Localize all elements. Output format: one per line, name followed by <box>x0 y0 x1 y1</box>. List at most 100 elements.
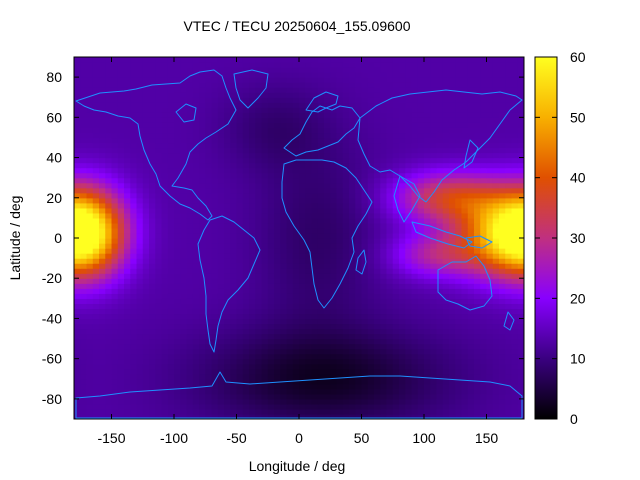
heatmap-cell <box>374 202 381 209</box>
heatmap-cell <box>299 162 306 169</box>
heatmap-cell <box>499 283 506 289</box>
heatmap-cell <box>130 107 138 113</box>
heatmap-cell <box>386 227 394 234</box>
heatmap-cell <box>280 348 288 355</box>
heatmap-cell <box>174 232 181 239</box>
heatmap-cell <box>261 328 269 335</box>
heatmap-cell <box>99 102 106 108</box>
heatmap-cell <box>499 97 506 103</box>
heatmap-cell <box>517 157 524 164</box>
heatmap-cell <box>286 338 294 345</box>
heatmap-cell <box>499 187 506 194</box>
heatmap-cell <box>374 308 381 315</box>
heatmap-cell <box>274 263 281 269</box>
heatmap-cell <box>486 167 494 174</box>
heatmap-cell <box>449 137 456 144</box>
heatmap-cell <box>105 308 113 315</box>
heatmap-cell <box>74 398 81 405</box>
heatmap-cell <box>317 368 325 375</box>
heatmap-cell <box>292 388 300 395</box>
heatmap-cell <box>355 363 363 370</box>
heatmap-cell <box>80 227 88 234</box>
heatmap-cell <box>111 253 119 259</box>
heatmap-cell <box>455 368 463 375</box>
heatmap-cell <box>511 77 519 83</box>
heatmap-cell <box>217 398 225 405</box>
heatmap-cell <box>199 313 206 320</box>
heatmap-cell <box>367 227 375 234</box>
heatmap-cell <box>236 308 244 315</box>
heatmap-cell <box>317 187 325 194</box>
heatmap-cell <box>149 172 156 179</box>
heatmap-cell <box>80 177 88 184</box>
heatmap-cell <box>286 413 294 419</box>
heatmap-cell <box>367 243 375 249</box>
heatmap-cell <box>130 192 138 199</box>
heatmap-cell <box>474 253 481 259</box>
heatmap-cell <box>361 358 369 365</box>
heatmap-cell <box>367 127 375 134</box>
heatmap-cell <box>486 323 494 330</box>
heatmap-cell <box>430 378 438 385</box>
heatmap-cell <box>436 207 444 214</box>
heatmap-cell <box>167 82 175 88</box>
heatmap-cell <box>167 383 175 390</box>
heatmap-cell <box>374 373 381 380</box>
heatmap-cell <box>455 338 463 345</box>
heatmap-cell <box>330 383 338 390</box>
heatmap-cell <box>292 167 300 174</box>
heatmap-cell <box>299 167 306 174</box>
heatmap-cell <box>161 97 169 103</box>
heatmap-cell <box>436 293 444 299</box>
heatmap-cell <box>267 117 275 123</box>
heatmap-cell <box>211 263 219 269</box>
heatmap-cell <box>211 207 219 214</box>
heatmap-cell <box>499 268 506 274</box>
heatmap-cell <box>80 157 88 164</box>
heatmap-cell <box>430 338 438 345</box>
heatmap-cell <box>142 253 150 259</box>
heatmap-cell <box>267 122 275 128</box>
heatmap-cell <box>430 227 438 234</box>
heatmap-cell <box>117 313 125 320</box>
heatmap-cell <box>430 293 438 299</box>
heatmap-cell <box>242 388 250 395</box>
heatmap-cell <box>436 137 444 144</box>
heatmap-cell <box>411 72 419 78</box>
heatmap-cell <box>480 107 488 113</box>
heatmap-cell <box>499 403 506 410</box>
heatmap-cell <box>242 182 250 189</box>
heatmap-cell <box>317 192 325 199</box>
heatmap-cell <box>267 288 275 294</box>
heatmap-cell <box>392 142 400 149</box>
heatmap-cell <box>136 147 144 154</box>
heatmap-cell <box>186 187 194 194</box>
heatmap-cell <box>249 137 256 144</box>
heatmap-cell <box>436 413 444 419</box>
heatmap-cell <box>430 127 438 134</box>
heatmap-cell <box>167 72 175 78</box>
heatmap-cell <box>230 212 238 219</box>
heatmap-cell <box>155 197 163 204</box>
heatmap-cell <box>511 72 519 78</box>
heatmap-cell <box>124 97 131 103</box>
heatmap-cell <box>217 293 225 299</box>
heatmap-cell <box>292 82 300 88</box>
heatmap-cell <box>430 197 438 204</box>
heatmap-cell <box>436 368 444 375</box>
heatmap-cell <box>161 328 169 335</box>
heatmap-cell <box>355 142 363 149</box>
heatmap-cell <box>186 167 194 174</box>
heatmap-cell <box>130 303 138 309</box>
heatmap-cell <box>517 222 524 229</box>
heatmap-cell <box>249 383 256 390</box>
heatmap-cell <box>380 363 388 370</box>
heatmap-cell <box>461 192 469 199</box>
heatmap-cell <box>361 167 369 174</box>
heatmap-cell <box>467 77 475 83</box>
heatmap-cell <box>124 333 131 340</box>
heatmap-cell <box>105 318 113 325</box>
heatmap-cell <box>317 132 325 139</box>
heatmap-cell <box>217 157 225 164</box>
heatmap-cell <box>136 398 144 405</box>
